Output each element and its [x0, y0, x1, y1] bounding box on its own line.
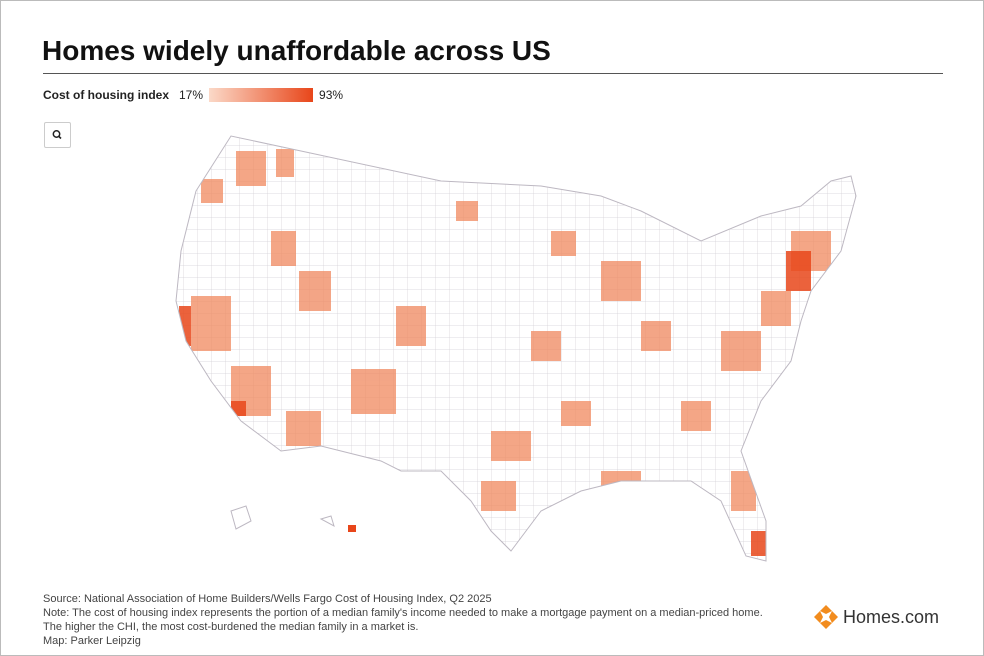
rule — [43, 73, 943, 74]
search-icon — [52, 130, 62, 140]
legend-min: 17% — [179, 88, 204, 102]
logo-text: Homes.com — [843, 606, 940, 627]
legend-gradient — [209, 88, 314, 102]
note: Note: The cost of housing index represen… — [43, 607, 763, 619]
title: Homes widely unaffordable across US — [42, 35, 551, 66]
logo: Homes.com — [813, 604, 939, 630]
alaska-hawaii — [230, 505, 335, 530]
footer: Source: National Association of Home Bui… — [43, 592, 763, 648]
zoom-button[interactable] — [44, 122, 71, 148]
source: Source: National Association of Home Bui… — [43, 593, 492, 605]
legend-label: Cost of housing index — [43, 88, 169, 102]
gradient-bar — [209, 88, 314, 102]
note: The higher the CHI, the most cost-burden… — [43, 621, 419, 633]
credit: Map: Parker Leipzig — [43, 635, 141, 647]
legend: Cost of housing index 17% 93% — [43, 88, 343, 102]
legend-max: 93% — [319, 88, 344, 102]
logo-icon — [814, 605, 838, 629]
honolulu — [348, 525, 356, 532]
